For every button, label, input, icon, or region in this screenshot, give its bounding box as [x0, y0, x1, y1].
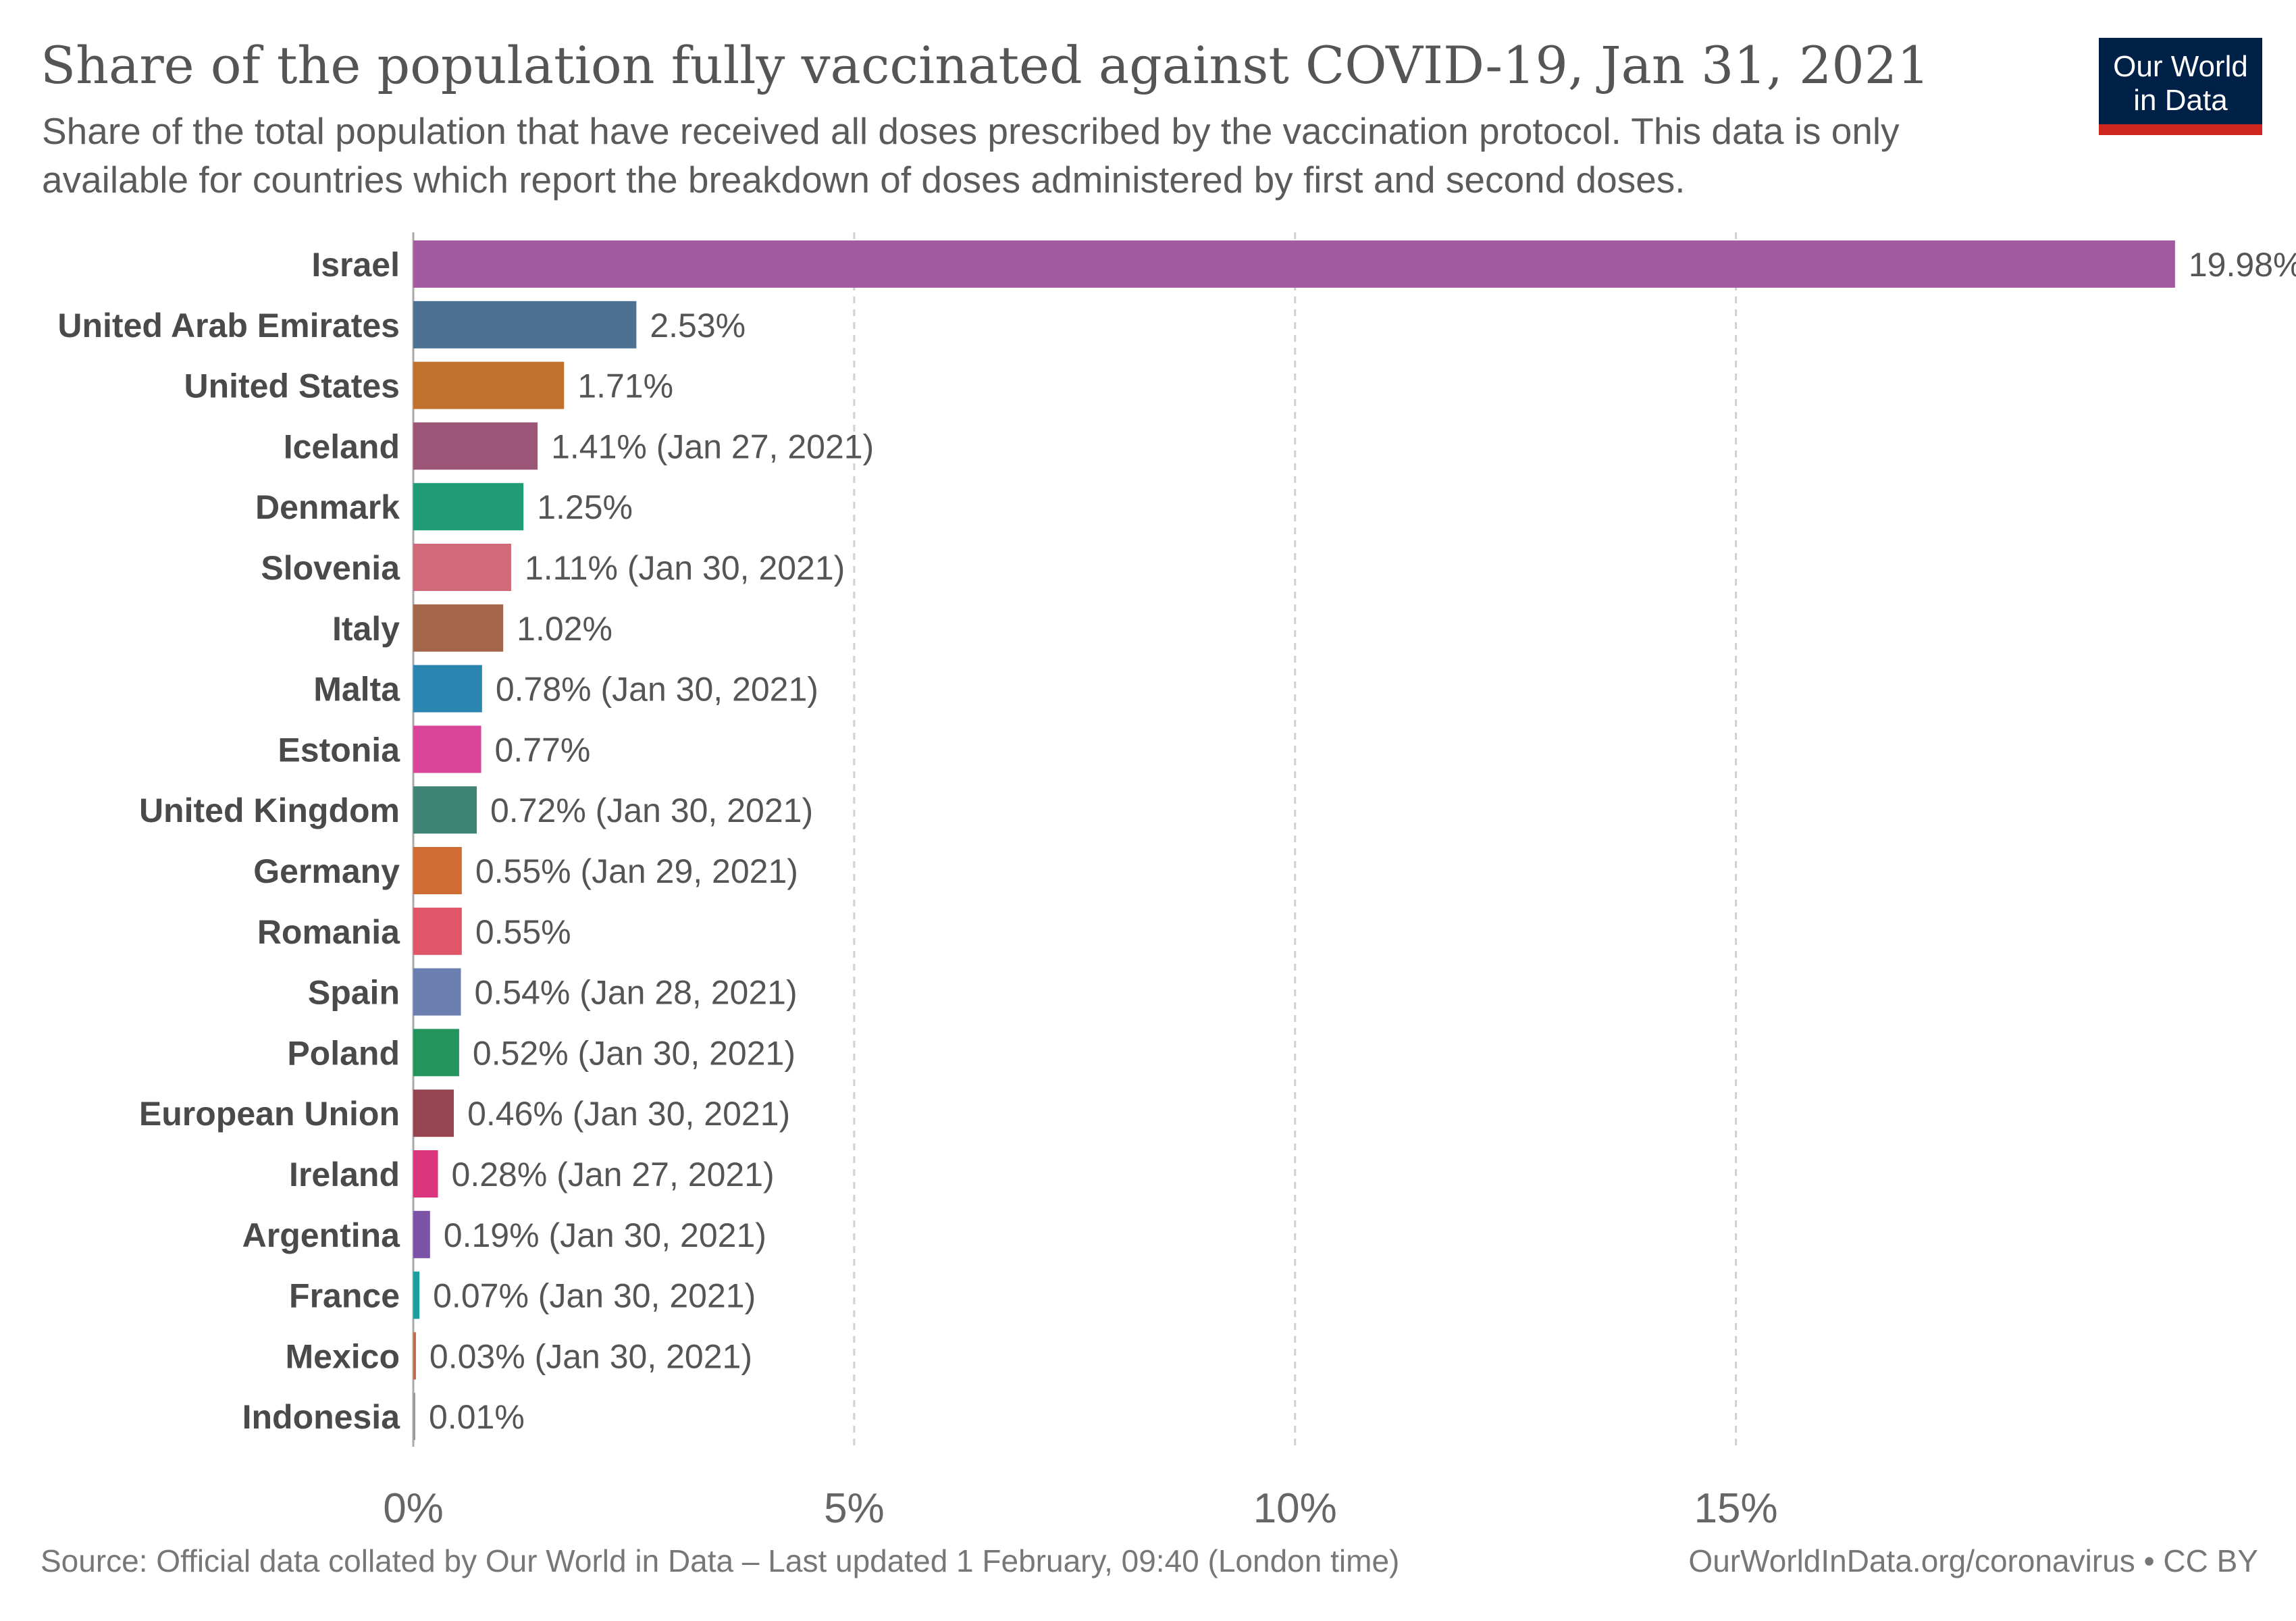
category-label: Iceland	[284, 428, 400, 465]
value-label: 0.19% (Jan 30, 2021)	[444, 1216, 766, 1254]
bar[interactable]	[413, 604, 504, 652]
gridlines	[412, 232, 1738, 1447]
category-label: Denmark	[255, 488, 400, 526]
bar[interactable]	[413, 361, 565, 409]
value-label: 0.01%	[429, 1398, 525, 1436]
category-label: Poland	[287, 1034, 400, 1072]
bar[interactable]	[413, 1210, 430, 1258]
x-axis-ticks: 0% 5% 10% 15%	[383, 1485, 1777, 1532]
value-label: 2.53%	[650, 307, 746, 344]
value-label: 1.41% (Jan 27, 2021)	[551, 428, 874, 465]
category-label: Slovenia	[261, 549, 400, 587]
bar[interactable]	[413, 1271, 420, 1319]
value-label: 0.55%	[475, 913, 571, 951]
value-label: 0.77%	[495, 731, 591, 769]
category-label: Spain	[308, 974, 400, 1012]
category-label: European Union	[139, 1095, 400, 1133]
value-label: 1.02%	[517, 610, 612, 648]
category-label: Argentina	[242, 1216, 401, 1254]
value-label: 1.11% (Jan 30, 2021)	[525, 549, 845, 587]
bar[interactable]	[413, 968, 461, 1016]
bar[interactable]	[413, 422, 538, 470]
category-label: Germany	[253, 852, 400, 890]
bar[interactable]	[413, 301, 637, 349]
value-label: 0.03% (Jan 30, 2021)	[429, 1337, 752, 1375]
category-label: Italy	[332, 610, 400, 648]
x-tick-label: 0%	[383, 1485, 444, 1532]
category-label: United Arab Emirates	[57, 307, 400, 344]
category-label: United States	[184, 367, 400, 405]
category-label: Ireland	[289, 1156, 400, 1193]
chart-subtitle: Share of the total population that have …	[42, 110, 1900, 201]
bar[interactable]	[413, 665, 482, 713]
x-tick-label: 5%	[824, 1485, 885, 1532]
value-label: 0.55% (Jan 29, 2021)	[475, 852, 798, 890]
value-label: 1.71%	[577, 367, 673, 405]
bar[interactable]	[413, 1150, 438, 1198]
credit-link[interactable]: OurWorldInData.org/coronavirus • CC BY	[1688, 1543, 2258, 1578]
chart-title: Share of the population fully vaccinated…	[41, 35, 1930, 95]
value-label: 0.07% (Jan 30, 2021)	[433, 1277, 756, 1315]
bar[interactable]	[413, 483, 524, 531]
bar[interactable]	[413, 544, 511, 591]
category-label: Romania	[257, 913, 400, 951]
logo-line-2: in Data	[2133, 84, 2228, 117]
value-label: 0.46% (Jan 30, 2021)	[467, 1095, 790, 1133]
bar[interactable]	[413, 725, 481, 773]
value-label: 0.78% (Jan 30, 2021)	[496, 671, 818, 709]
value-label: 0.54% (Jan 28, 2021)	[475, 974, 798, 1012]
row-labels: Israel United Arab Emirates United States I…	[57, 246, 400, 1436]
value-label: 0.28% (Jan 27, 2021)	[452, 1156, 775, 1193]
value-labels: 19.98% (Jan 30, 2021) 2.53% 1.71% 1.41% (Ja…	[429, 246, 2296, 1436]
category-label: Indonesia	[242, 1398, 401, 1436]
bar[interactable]	[413, 1332, 416, 1380]
bar[interactable]	[413, 1029, 459, 1077]
category-label: France	[289, 1277, 400, 1315]
category-label: United Kingdom	[139, 792, 400, 829]
bars	[413, 240, 2175, 1441]
bar[interactable]	[413, 847, 462, 894]
category-label: Mexico	[285, 1337, 400, 1375]
bar[interactable]	[413, 240, 2175, 288]
value-label: 0.72% (Jan 30, 2021)	[490, 792, 813, 829]
value-label: 0.52% (Jan 30, 2021)	[473, 1034, 795, 1072]
bar[interactable]	[413, 786, 477, 834]
category-label: Malta	[313, 671, 400, 709]
category-label: Israel	[311, 246, 400, 284]
x-tick-label: 15%	[1694, 1485, 1778, 1532]
bar[interactable]	[413, 907, 462, 955]
owid-logo[interactable]: Our World in Data	[2099, 38, 2262, 135]
category-label: Estonia	[278, 731, 400, 769]
bar[interactable]	[413, 1089, 454, 1137]
value-label: 1.25%	[537, 488, 633, 526]
bar[interactable]	[413, 1393, 415, 1441]
logo-line-1: Our World	[2113, 50, 2248, 83]
value-label: 19.98% (Jan 30, 2021)	[2189, 246, 2296, 284]
source-note: Source: Official data collated by Our Wo…	[41, 1543, 1400, 1578]
x-tick-label: 10%	[1253, 1485, 1337, 1532]
